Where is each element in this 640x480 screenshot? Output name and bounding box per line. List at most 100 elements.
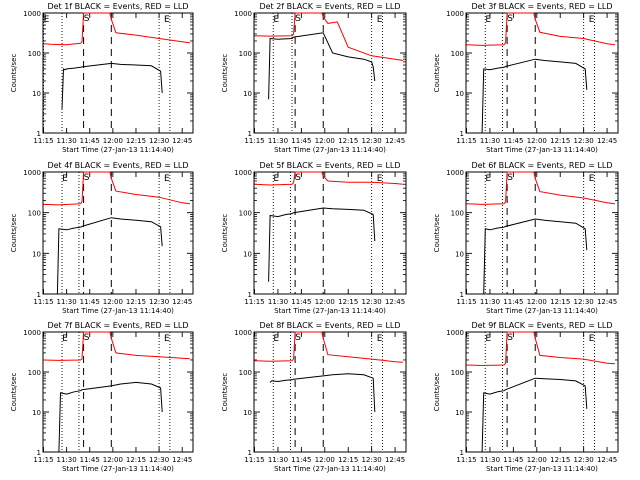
- chart-title: Det 3f BLACK = Events, RED = LLD: [471, 2, 612, 11]
- marker-e-start: E: [485, 334, 491, 344]
- series-line-events: [268, 207, 376, 282]
- x-tick-label: 12:15: [338, 298, 358, 306]
- marker-e-start: E: [485, 174, 491, 184]
- marker-e-start: E: [485, 15, 491, 25]
- x-tick-label: 12:00: [103, 137, 123, 145]
- x-tick-label: 12:00: [315, 137, 335, 145]
- y-tick-label: 100: [451, 50, 464, 58]
- x-tick-label: 11:45: [80, 298, 100, 306]
- marker-s: S: [295, 333, 301, 343]
- x-tick-label: 12:45: [172, 298, 192, 306]
- y-axis-label: Counts/sec: [433, 214, 441, 253]
- x-tick-label: 12:00: [315, 298, 335, 306]
- series-line-events: [269, 373, 376, 413]
- series-line-events: [483, 218, 588, 295]
- marker-s: S: [507, 14, 513, 24]
- x-tick-label: 12:00: [527, 298, 547, 306]
- x-tick-label: 11:30: [57, 456, 77, 464]
- chart-title: Det 9f BLACK = Events, RED = LLD: [471, 321, 612, 330]
- y-tick-label: 1000: [23, 10, 41, 18]
- x-tick-label: 11:15: [244, 456, 264, 464]
- y-tick-label: 10: [32, 250, 41, 258]
- y-tick-label: 1: [37, 130, 41, 138]
- series-line-lld: [43, 171, 190, 206]
- x-tick-label: 12:30: [574, 298, 594, 306]
- y-tick-label: 1: [37, 449, 41, 457]
- marker-e-start: E: [62, 174, 68, 184]
- x-tick-label: 11:15: [244, 137, 264, 145]
- marker-s: S: [84, 14, 90, 24]
- marker-e-start: E: [62, 334, 68, 344]
- x-tick-label: 12:00: [527, 456, 547, 464]
- x-tick-label: 12:15: [550, 137, 570, 145]
- chart-title: Det 8f BLACK = Events, RED = LLD: [259, 321, 400, 330]
- chart-title: Det 2f BLACK = Events, RED = LLD: [259, 2, 400, 11]
- series-line-lld: [43, 331, 190, 361]
- y-tick-label: 10: [455, 90, 464, 98]
- x-tick-label: 12:45: [385, 137, 405, 145]
- series-line-lld: [254, 331, 403, 363]
- y-tick-label: 1: [248, 130, 252, 138]
- y-tick-label: 100: [239, 50, 252, 58]
- y-tick-label: 1000: [446, 329, 464, 337]
- marker-s: S: [84, 173, 90, 183]
- plot-frame: [465, 12, 619, 134]
- panel-3: Det 3f BLACK = Events, RED = LLD 1 10 100 10…: [433, 2, 619, 154]
- marker-e-end: E: [589, 334, 595, 344]
- plot-frame: [42, 171, 194, 295]
- x-axis-label: Start Time (27-Jan-13 11:14:40): [62, 307, 174, 315]
- x-axis-label: Start Time (27-Jan-13 11:14:40): [274, 465, 386, 473]
- x-tick-label: 11:45: [503, 298, 523, 306]
- marker-e-end: E: [377, 15, 383, 25]
- x-tick-label: 12:15: [338, 137, 358, 145]
- chart-title: Det 7f BLACK = Events, RED = LLD: [47, 321, 188, 330]
- y-tick-label: 100: [451, 210, 464, 218]
- plot-frame: [253, 331, 407, 453]
- panel-5: Det 5f BLACK = Events, RED = LLD 1 10 100 10…: [221, 161, 407, 315]
- x-tick-label: 12:45: [385, 298, 405, 306]
- panel-1: Det 1f BLACK = Events, RED = LLD 1 10 100 10…: [10, 2, 194, 154]
- x-tick-label: 12:00: [103, 298, 123, 306]
- series-line-lld: [466, 171, 615, 205]
- y-tick-label: 1: [460, 130, 464, 138]
- x-tick-label: 11:15: [456, 137, 476, 145]
- y-tick-label: 1000: [234, 169, 252, 177]
- plot-frame: [465, 171, 619, 295]
- panel-6: Det 6f BLACK = Events, RED = LLD 1 10 100 10…: [433, 161, 619, 315]
- x-tick-label: 12:45: [172, 137, 192, 145]
- y-tick-label: 10: [243, 409, 252, 417]
- y-tick-label: 1000: [234, 329, 252, 337]
- series-line-events: [58, 381, 163, 453]
- marker-s: S: [507, 173, 513, 183]
- series-line-events: [61, 62, 163, 109]
- series-line-events: [268, 32, 376, 100]
- series-line-lld: [43, 12, 190, 46]
- plot-frame: [465, 331, 619, 453]
- marker-s: S: [295, 173, 301, 183]
- x-tick-label: 12:15: [550, 456, 570, 464]
- series-line-events: [56, 217, 163, 295]
- x-tick-label: 11:30: [57, 298, 77, 306]
- y-tick-label: 1: [460, 291, 464, 299]
- x-tick-label: 12:00: [103, 456, 123, 464]
- series-line-lld: [466, 331, 615, 367]
- chart-title: Det 6f BLACK = Events, RED = LLD: [471, 161, 612, 170]
- marker-e-start: E: [273, 334, 279, 344]
- x-tick-label: 11:30: [480, 137, 500, 145]
- y-axis-label: Counts/sec: [10, 54, 18, 93]
- x-tick-label: 12:15: [338, 456, 358, 464]
- x-tick-label: 11:45: [291, 137, 311, 145]
- y-tick-label: 10: [32, 409, 41, 417]
- panel-2: Det 2f BLACK = Events, RED = LLD 1 10 100 10…: [221, 2, 407, 154]
- x-tick-label: 11:30: [480, 298, 500, 306]
- x-tick-label: 12:30: [362, 456, 382, 464]
- y-tick-label: 1000: [446, 10, 464, 18]
- y-tick-label: 100: [28, 369, 41, 377]
- series-line-lld: [466, 12, 615, 46]
- plot-frame: [253, 12, 407, 134]
- marker-e-end: E: [164, 15, 170, 25]
- x-tick-label: 11:15: [456, 456, 476, 464]
- panel-7: Det 7f BLACK = Events, RED = LLD 1 10 100 10…: [10, 321, 194, 473]
- y-tick-label: 100: [451, 369, 464, 377]
- x-axis-label: Start Time (27-Jan-13 11:14:40): [486, 146, 598, 154]
